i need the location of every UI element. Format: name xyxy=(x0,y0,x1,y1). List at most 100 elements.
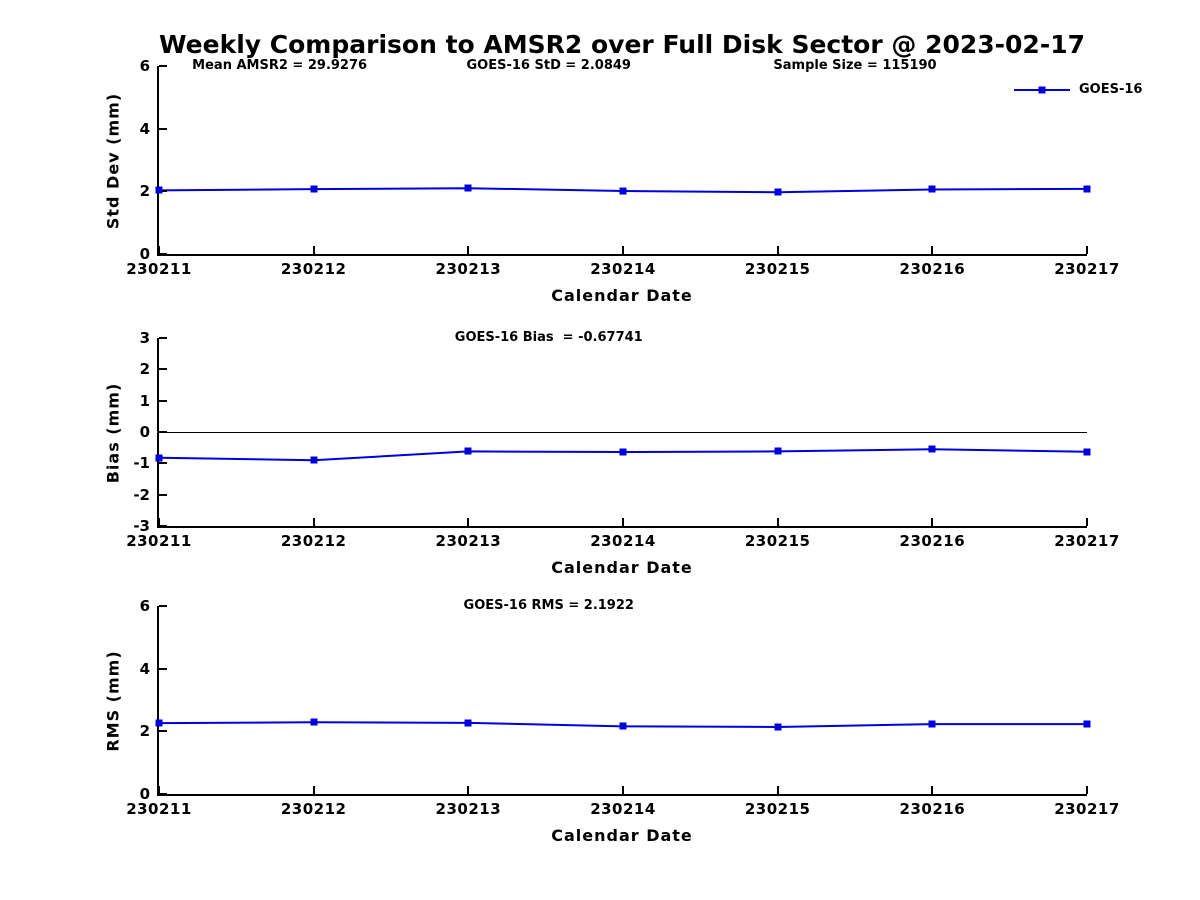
x-tick-mark xyxy=(1086,786,1088,794)
x-tick-label: 230216 xyxy=(899,260,966,278)
legend-line-sample xyxy=(1014,86,1070,93)
x-tick-mark xyxy=(158,246,160,254)
x-tick-mark xyxy=(1086,246,1088,254)
stat-annotation: Mean AMSR2 = 29.9276 xyxy=(192,58,368,73)
data-point-marker xyxy=(310,456,318,464)
data-point-marker xyxy=(774,188,782,196)
x-tick-label: 230217 xyxy=(1054,532,1120,550)
x-tick-label: 230214 xyxy=(590,260,656,278)
x-axis-label-stddev: Calendar Date xyxy=(551,286,693,305)
y-tick-mark xyxy=(159,337,167,339)
data-point-marker xyxy=(774,723,782,731)
x-tick-mark xyxy=(622,786,624,794)
y-tick-label: 0 xyxy=(139,245,150,263)
data-point-marker xyxy=(619,722,627,730)
x-tick-label: 230211 xyxy=(126,260,192,278)
x-tick-label: 230211 xyxy=(126,800,192,818)
y-tick-mark xyxy=(159,127,167,130)
stat-annotation: Sample Size = 115190 xyxy=(773,58,937,73)
x-tick-mark xyxy=(931,246,934,254)
x-tick-mark xyxy=(931,518,934,526)
y-axis-label-bias: Bias (mm) xyxy=(103,382,123,484)
y-tick-mark xyxy=(159,793,167,795)
data-point-marker xyxy=(1083,448,1091,456)
x-tick-label: 230211 xyxy=(126,532,192,550)
x-tick-mark xyxy=(1086,518,1088,526)
x-tick-mark xyxy=(312,246,315,254)
plot-area-stddev: 0 2 4 6 230211 230212 230213 230214 230215 230216… xyxy=(126,57,1119,278)
subplot-bias: Bias (mm) 3 2 1 0 -1 -2 -3 230211 230212 230213 23… xyxy=(104,329,1120,577)
data-point-marker xyxy=(1083,185,1091,193)
y-tick-mark xyxy=(159,730,167,733)
y-tick-mark xyxy=(159,253,167,255)
x-tick-label: 230212 xyxy=(280,260,347,278)
data-point-marker xyxy=(928,720,936,728)
y-tick-mark xyxy=(159,493,167,496)
x-tick-mark xyxy=(158,518,160,526)
x-tick-label: 230215 xyxy=(744,532,811,550)
y-tick-label: 6 xyxy=(139,597,150,615)
x-tick-label: 230217 xyxy=(1054,800,1120,818)
data-point-marker xyxy=(464,719,472,727)
x-tick-mark xyxy=(931,786,934,794)
x-tick-label: 230213 xyxy=(435,532,502,550)
zero-reference-line xyxy=(159,432,1087,433)
x-tick-label: 230212 xyxy=(280,532,347,550)
data-point-marker xyxy=(928,445,936,453)
y-tick-mark xyxy=(159,399,167,402)
y-tick-label: -2 xyxy=(133,485,150,504)
subplot-stddev: Std Dev (mm) 0 2 4 6 230211 230212 230213 23021… xyxy=(104,57,1120,305)
y-tick-label: 0 xyxy=(139,423,150,441)
legend-square-marker-icon xyxy=(1038,86,1046,93)
data-point-marker xyxy=(464,447,472,455)
x-tick-label: 230214 xyxy=(590,532,656,550)
x-tick-mark xyxy=(467,786,470,794)
data-point-marker xyxy=(619,448,627,456)
line-series-svg xyxy=(159,66,1087,254)
y-tick-label: 2 xyxy=(139,722,150,741)
y-tick-label: -1 xyxy=(133,454,150,473)
x-tick-label: 230216 xyxy=(899,800,966,818)
y-axis-label-stddev: Std Dev (mm) xyxy=(103,92,123,230)
x-tick-mark xyxy=(776,786,779,794)
subplot-rms: RMS (mm) 0 2 4 6 230211 230212 230213 230214 230… xyxy=(104,597,1120,845)
stat-annotation: GOES-16 RMS = 2.1922 xyxy=(463,598,634,613)
x-tick-mark xyxy=(776,246,779,254)
data-point-marker xyxy=(155,719,163,727)
legend-label: GOES-16 xyxy=(1079,82,1143,97)
y-tick-mark xyxy=(159,605,167,607)
data-point-marker xyxy=(155,454,163,462)
x-tick-label: 230213 xyxy=(435,260,502,278)
x-tick-mark xyxy=(312,518,315,526)
x-tick-label: 230215 xyxy=(744,260,811,278)
y-tick-label: 2 xyxy=(139,360,150,379)
y-tick-label: 4 xyxy=(139,119,150,138)
x-tick-mark xyxy=(622,246,624,254)
y-tick-label: 4 xyxy=(139,659,150,678)
data-point-marker xyxy=(619,187,627,195)
data-point-marker xyxy=(310,718,318,726)
x-tick-label: 230214 xyxy=(590,800,656,818)
x-axis-label-bias: Calendar Date xyxy=(551,558,693,577)
y-tick-label: 3 xyxy=(139,329,150,347)
data-point-marker xyxy=(155,186,163,194)
stat-annotation: GOES-16 StD = 2.0849 xyxy=(466,58,631,73)
x-tick-mark xyxy=(467,246,470,254)
data-point-marker xyxy=(774,447,782,455)
y-tick-label: -3 xyxy=(133,517,150,535)
plot-area-rms: 0 2 4 6 230211 230212 230213 230214 230215 230216… xyxy=(126,597,1119,818)
y-tick-label: 2 xyxy=(139,182,150,201)
plot-area-bias: 3 2 1 0 -1 -2 -3 230211 230212 230213 230214 230215… xyxy=(126,329,1119,550)
y-tick-mark xyxy=(159,65,167,67)
y-tick-mark xyxy=(159,190,167,193)
data-point-marker xyxy=(928,185,936,193)
x-tick-mark xyxy=(776,518,779,526)
x-tick-mark xyxy=(467,518,470,526)
y-tick-label: 6 xyxy=(139,57,150,75)
data-point-marker xyxy=(1083,720,1091,728)
figure-title: Weekly Comparison to AMSR2 over Full Dis… xyxy=(158,30,1085,59)
data-point-marker xyxy=(464,184,472,192)
x-tick-mark xyxy=(622,518,624,526)
x-tick-label: 230213 xyxy=(435,800,502,818)
